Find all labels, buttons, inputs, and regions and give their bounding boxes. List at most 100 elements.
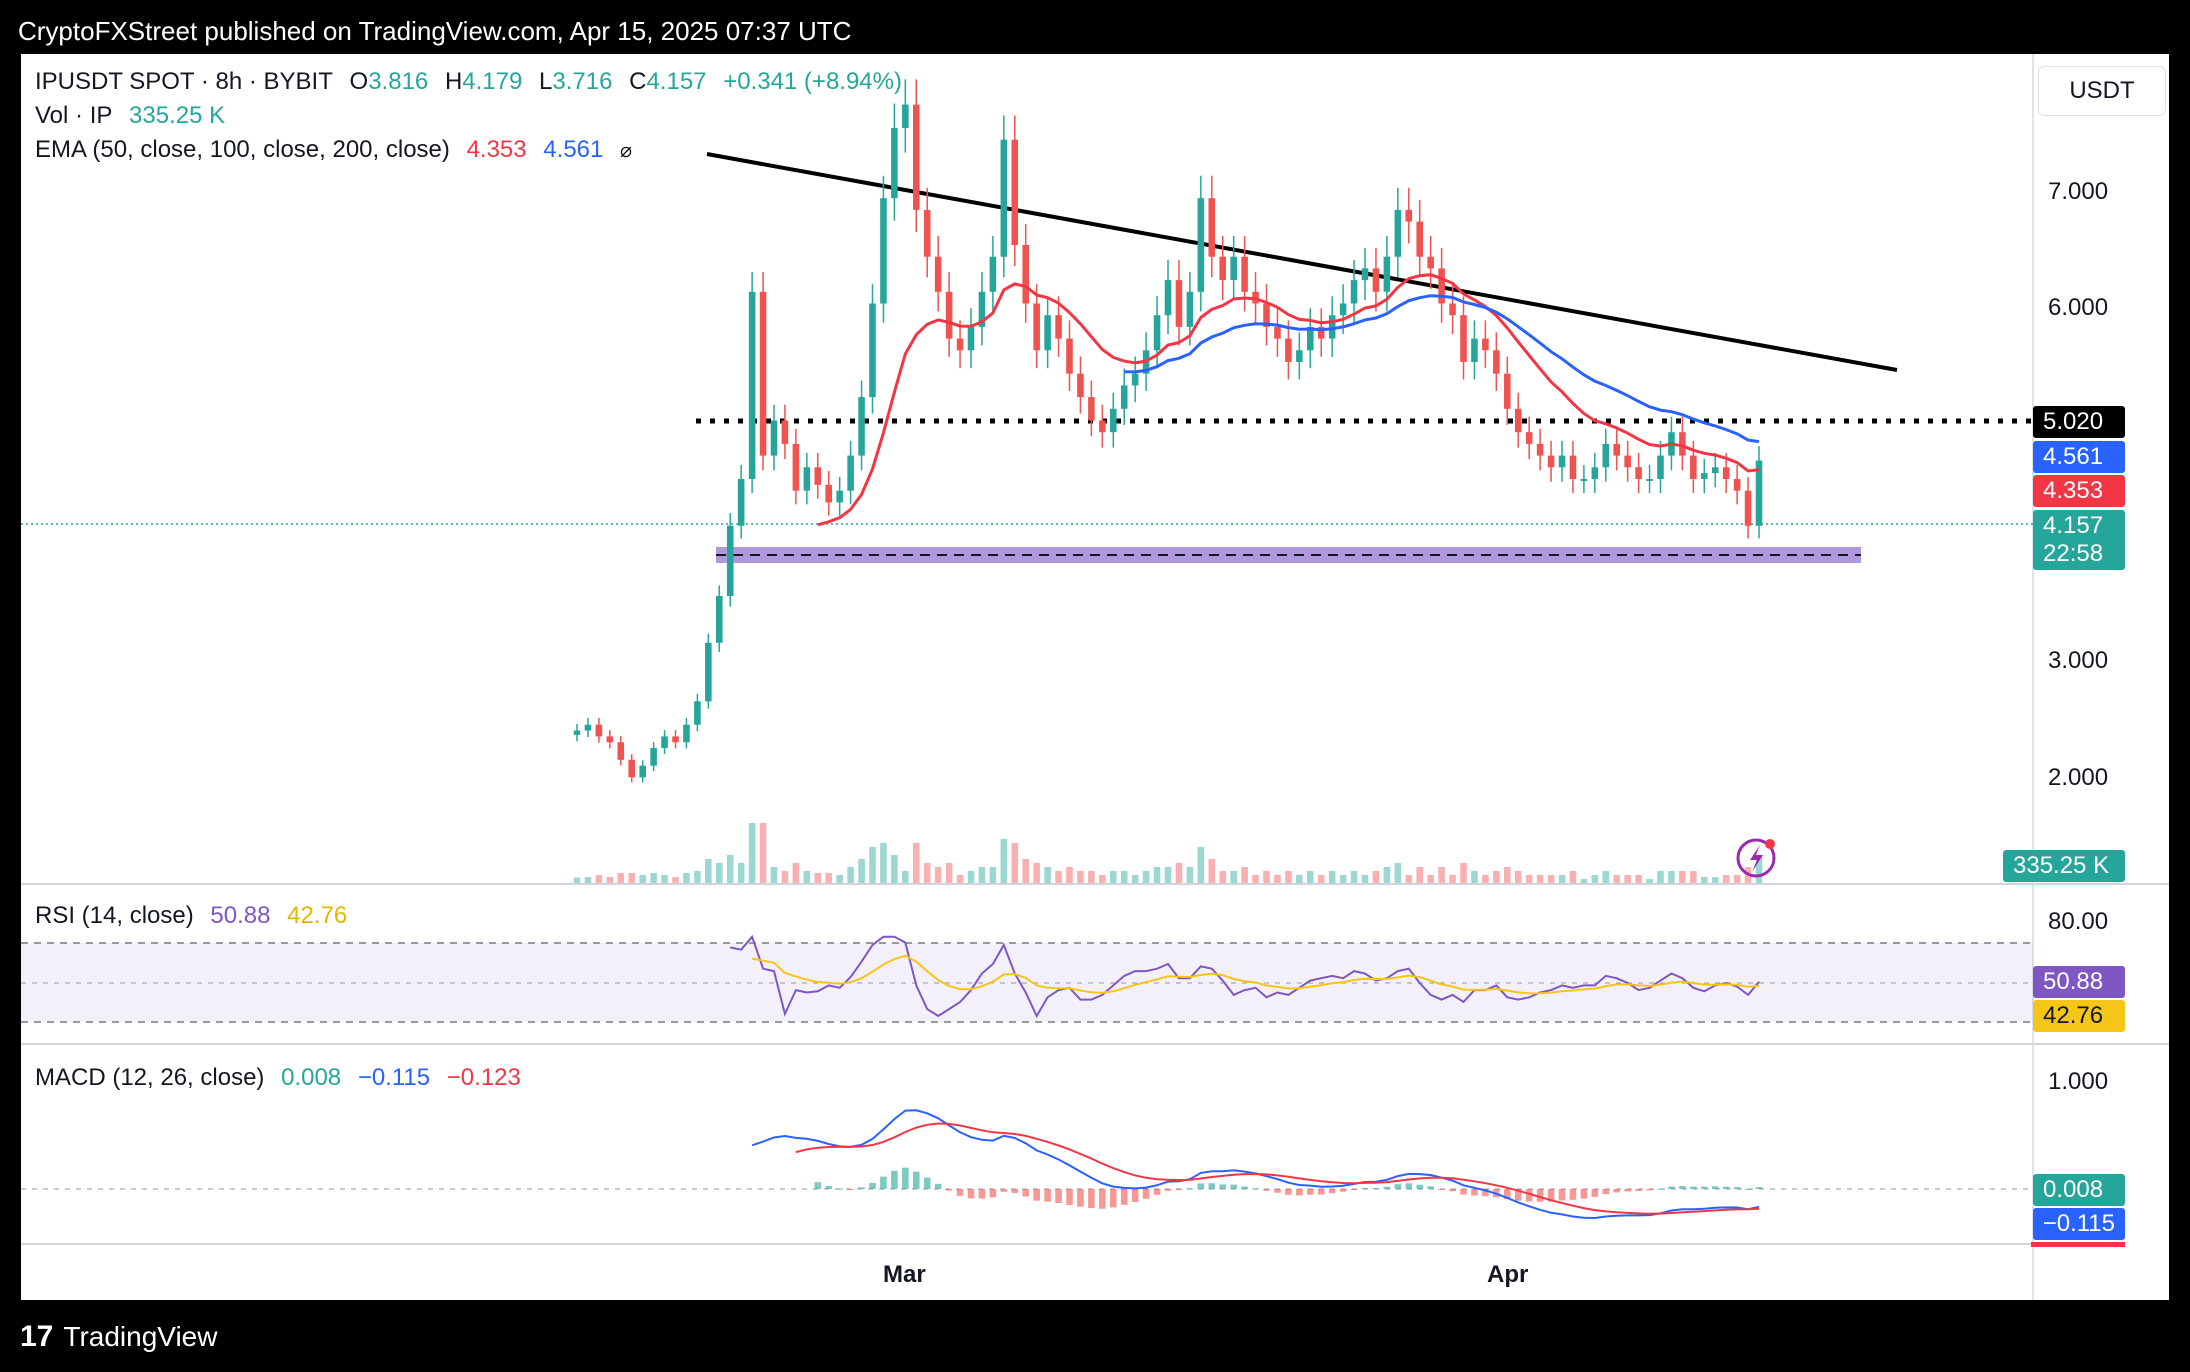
macd-line xyxy=(751,1109,1760,1220)
candle-body xyxy=(694,701,701,725)
volume-bar xyxy=(1066,867,1073,883)
macd-hist-bar xyxy=(1296,1189,1303,1196)
volume-bar xyxy=(1438,867,1445,883)
volume-bar xyxy=(759,823,767,883)
macd-hist-bar xyxy=(1197,1183,1205,1189)
volume-bar xyxy=(934,867,942,883)
macd-hist-bar xyxy=(1263,1189,1270,1191)
candle-body xyxy=(1131,373,1139,386)
countdown-badge: 22:58 xyxy=(2033,538,2125,570)
candle-body xyxy=(836,490,843,503)
ema50-value: 4.353 xyxy=(466,136,527,163)
low-value: 3.716 xyxy=(552,68,613,95)
signal-badge-edge xyxy=(2031,1242,2125,1247)
volume-bar xyxy=(715,863,723,883)
price-tick-7: 7.000 xyxy=(2048,178,2109,205)
candle-body xyxy=(1394,209,1402,257)
candle-body xyxy=(1427,256,1434,269)
volume-bar xyxy=(1646,879,1653,883)
lightning-icon[interactable] xyxy=(1736,838,1776,878)
candle-body xyxy=(1547,455,1555,468)
macd-hist-bar xyxy=(858,1187,865,1189)
symbol-label[interactable]: IPUSDT SPOT · 8h · BYBIT xyxy=(35,68,333,95)
macd-hist-bar xyxy=(1088,1189,1095,1209)
macd-hist-bar xyxy=(1646,1189,1653,1191)
volume-bar xyxy=(1077,871,1084,883)
volume-bar xyxy=(672,877,679,883)
ema-extra-icon: ⌀ xyxy=(620,140,633,162)
volume-bar xyxy=(1197,847,1205,883)
macd-hist-bar xyxy=(1525,1189,1533,1202)
high-value: 4.179 xyxy=(462,68,523,95)
volume-bar xyxy=(1679,871,1686,883)
macd-hist-bar xyxy=(1416,1184,1424,1189)
macd-hist-bar xyxy=(1503,1189,1511,1200)
volume-bar xyxy=(1164,867,1172,883)
candle-body xyxy=(595,724,603,737)
macd-hist-bar xyxy=(1383,1186,1391,1189)
volume-bar xyxy=(1493,871,1500,883)
macd-hist-bar xyxy=(1306,1189,1314,1195)
x-tick-mar: Mar xyxy=(883,1261,926,1288)
ema50-line xyxy=(817,273,1760,527)
macd-hist-badge: 0.008 xyxy=(2033,1174,2125,1206)
volume-bar xyxy=(595,875,603,883)
candle-body xyxy=(1657,455,1664,479)
candle-body xyxy=(650,748,657,766)
volume-bar xyxy=(628,873,636,883)
candle-body xyxy=(1153,315,1161,351)
candle-body xyxy=(1350,280,1358,304)
macd-hist-bar xyxy=(1022,1189,1030,1197)
macd-hist-bar xyxy=(1175,1189,1183,1191)
macd-hist-bar xyxy=(1328,1189,1336,1194)
footer-brand-text: TradingView xyxy=(63,1321,218,1352)
volume-bar xyxy=(1503,867,1511,883)
candle-body xyxy=(792,443,800,491)
candle-body xyxy=(1241,256,1248,292)
ema50-badge: 4.353 xyxy=(2033,475,2125,507)
candle-body xyxy=(1690,455,1697,479)
candle-body xyxy=(1011,139,1019,245)
volume-bar xyxy=(1328,871,1336,883)
candle-body xyxy=(1679,432,1686,456)
macd-hist-bar xyxy=(956,1189,964,1196)
volume-bar xyxy=(1088,871,1095,883)
macd-hist-bar xyxy=(869,1182,876,1189)
volume-bar xyxy=(814,873,822,883)
candle-body xyxy=(1700,473,1708,479)
volume-bar xyxy=(737,863,745,883)
volume-bar xyxy=(650,873,657,883)
candle-body xyxy=(825,484,833,503)
candle-body xyxy=(1296,350,1303,362)
volume-bar xyxy=(989,867,997,883)
chart-canvas[interactable]: Mar Apr xyxy=(21,54,2169,1300)
volume-bar xyxy=(956,875,964,883)
macd-hist-bar xyxy=(1744,1188,1752,1190)
volume-bar xyxy=(1471,871,1478,883)
volume-bar xyxy=(912,843,920,883)
x-tick-apr: Apr xyxy=(1487,1261,1528,1288)
candle-body xyxy=(1755,460,1763,526)
rsi-ma-value: 42.76 xyxy=(287,902,348,929)
volume-bar xyxy=(1722,875,1730,883)
macd-hist-bar xyxy=(1514,1189,1522,1201)
candle-body xyxy=(1033,303,1040,351)
candle-body xyxy=(1022,245,1030,304)
candle-body xyxy=(902,104,909,128)
candle-body xyxy=(759,291,767,456)
macd-hist-bar xyxy=(1427,1186,1434,1189)
volume-bar xyxy=(1547,875,1555,883)
volume-bar xyxy=(1700,877,1708,883)
candle-body xyxy=(726,525,734,596)
volume-bar xyxy=(683,873,690,883)
volume-bar xyxy=(891,855,898,883)
macd-hist-bar xyxy=(1613,1189,1621,1193)
volume-bar xyxy=(1208,859,1216,883)
candle-body xyxy=(1416,221,1424,257)
currency-button[interactable]: USDT xyxy=(2038,66,2166,116)
candle-body xyxy=(1569,455,1577,479)
volume-bar xyxy=(606,877,614,883)
candle-body xyxy=(606,736,614,743)
volume-bar xyxy=(1657,871,1664,883)
candle-body xyxy=(1099,420,1106,433)
